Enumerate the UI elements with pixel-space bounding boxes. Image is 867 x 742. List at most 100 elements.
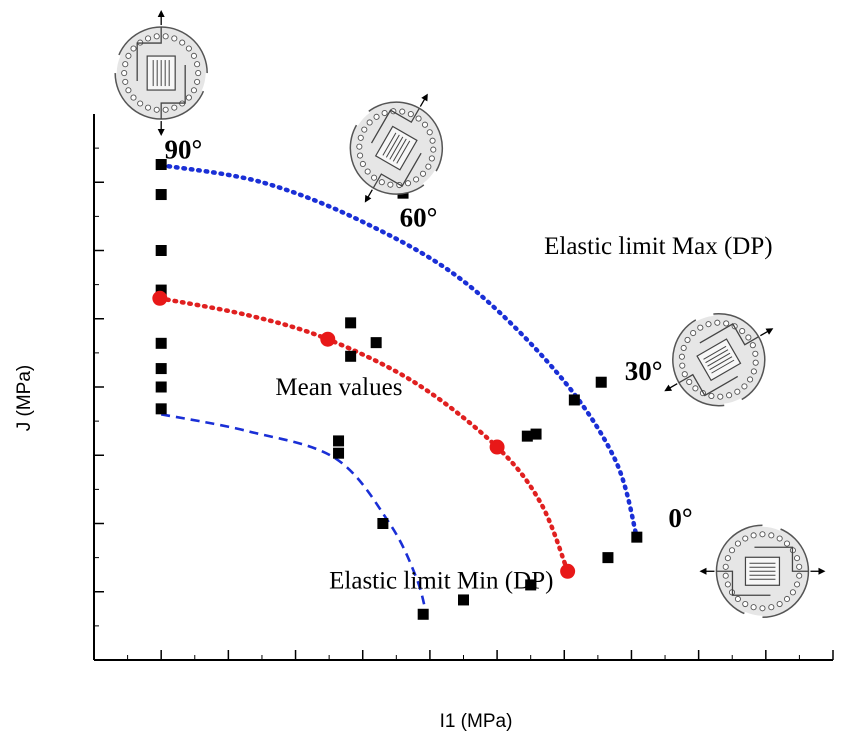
bolt-hole — [708, 392, 715, 400]
angle-label: 90° — [165, 134, 203, 164]
bolt-hole — [678, 353, 685, 360]
bolt-hole — [413, 176, 420, 183]
bolt-hole — [697, 324, 704, 331]
arrow-head-top — [157, 10, 165, 18]
mean-point — [152, 290, 168, 306]
bolt-hole — [373, 113, 380, 120]
bolt-hole — [125, 87, 132, 94]
bolt-hole — [194, 61, 201, 68]
bolt-hole — [717, 393, 724, 400]
measured-point — [631, 531, 643, 543]
measured-point — [155, 337, 167, 349]
measured-point — [155, 403, 167, 415]
bolt-hole — [759, 605, 766, 612]
gauge-line — [711, 359, 735, 374]
bolt-hole — [430, 146, 437, 153]
bolt-hole — [759, 531, 766, 538]
gauge-line — [389, 136, 404, 160]
bolt-hole — [726, 392, 733, 399]
bolt-hole — [162, 33, 169, 40]
bolt-hole — [194, 78, 201, 85]
measured-point — [345, 350, 357, 362]
bolt-hole — [742, 600, 749, 608]
bolt-hole — [162, 106, 169, 113]
bolt-hole — [796, 572, 803, 579]
bolt-hole — [714, 319, 721, 326]
measured-point — [155, 363, 167, 375]
bolt-hole — [750, 532, 757, 539]
mean-point — [560, 563, 576, 579]
measured-point — [568, 394, 580, 406]
bolt-hole — [742, 535, 749, 542]
bolt-hole — [130, 94, 137, 101]
bolt-hole — [361, 126, 368, 133]
bolt-hole — [125, 52, 132, 59]
axes — [93, 114, 834, 661]
bolt-hole — [681, 371, 688, 378]
bolt-hole — [734, 388, 741, 395]
bolt-hole — [171, 35, 178, 42]
bolt-hole — [734, 540, 741, 547]
bolt-hole — [171, 104, 178, 111]
gauge-line — [705, 349, 729, 364]
bolt-hole — [783, 540, 791, 547]
bolt-hole — [724, 581, 731, 588]
bolt-hole — [722, 563, 729, 570]
bolt-hole — [752, 359, 759, 366]
bolt-hole — [130, 45, 137, 52]
y-axis-title: J (MPa) — [14, 365, 35, 432]
specimen-icon — [113, 10, 209, 137]
bolt-hole — [724, 555, 731, 562]
disc-notch — [743, 523, 782, 619]
measured-point — [530, 428, 542, 440]
curve-label: Elastic limit Min (DP) — [329, 567, 553, 594]
bolt-hole — [789, 589, 796, 596]
measured-point — [333, 435, 345, 447]
measured-point — [521, 430, 533, 442]
curve-label: Elastic limit Max (DP) — [544, 233, 772, 260]
bolt-hole — [750, 368, 757, 375]
bolt-hole — [796, 563, 803, 570]
bolt-hole — [415, 115, 422, 122]
bolt-hole — [690, 329, 697, 337]
bolt-hole — [404, 180, 412, 187]
arrow-head-bottom — [157, 129, 165, 137]
measured-point — [345, 317, 357, 329]
bolt-hole — [145, 104, 152, 111]
gauge-line — [709, 356, 733, 371]
measured-point — [417, 608, 429, 620]
bolt-hole — [421, 121, 429, 128]
bolt-hole — [684, 336, 691, 343]
bolt-hole — [741, 383, 748, 390]
bolt-hole — [747, 376, 754, 383]
disc-notch — [113, 54, 209, 92]
bolt-hole — [179, 39, 186, 46]
curve-1 — [158, 162, 640, 540]
gauge-line — [703, 345, 727, 360]
gauge-line — [385, 134, 400, 158]
annotations: 90° 60° 30° 0° Elastic limit Max (DP) Mean va… — [165, 134, 773, 594]
bolt-hole — [425, 163, 432, 170]
bolt-hole — [366, 119, 373, 126]
specimen-icons — [113, 10, 826, 619]
bolt-hole — [381, 109, 388, 117]
bolt-hole — [122, 61, 129, 68]
mean-point — [320, 331, 336, 347]
bolt-hole — [185, 94, 192, 101]
bolt-hole — [692, 385, 699, 392]
bolt-hole — [357, 152, 364, 159]
arrow-head-top — [818, 567, 826, 575]
bolt-hole — [137, 100, 144, 107]
bolt-hole — [752, 350, 759, 357]
bolt-hole — [705, 321, 712, 328]
measured-point — [377, 518, 389, 529]
arrow-head-bottom — [699, 567, 707, 575]
bolt-hole — [686, 378, 693, 385]
arrow-head-top — [421, 93, 428, 102]
measured-point — [333, 447, 345, 459]
specimen-slot — [370, 107, 422, 189]
bolt-hole — [679, 362, 686, 369]
measured-point — [155, 245, 167, 256]
specimen-slot — [716, 546, 809, 596]
measured-point — [155, 159, 167, 171]
